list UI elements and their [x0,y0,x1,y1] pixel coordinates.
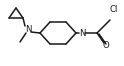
Text: N: N [79,29,85,37]
Text: Cl: Cl [110,5,118,15]
Text: N: N [25,25,31,35]
Text: O: O [103,42,109,50]
